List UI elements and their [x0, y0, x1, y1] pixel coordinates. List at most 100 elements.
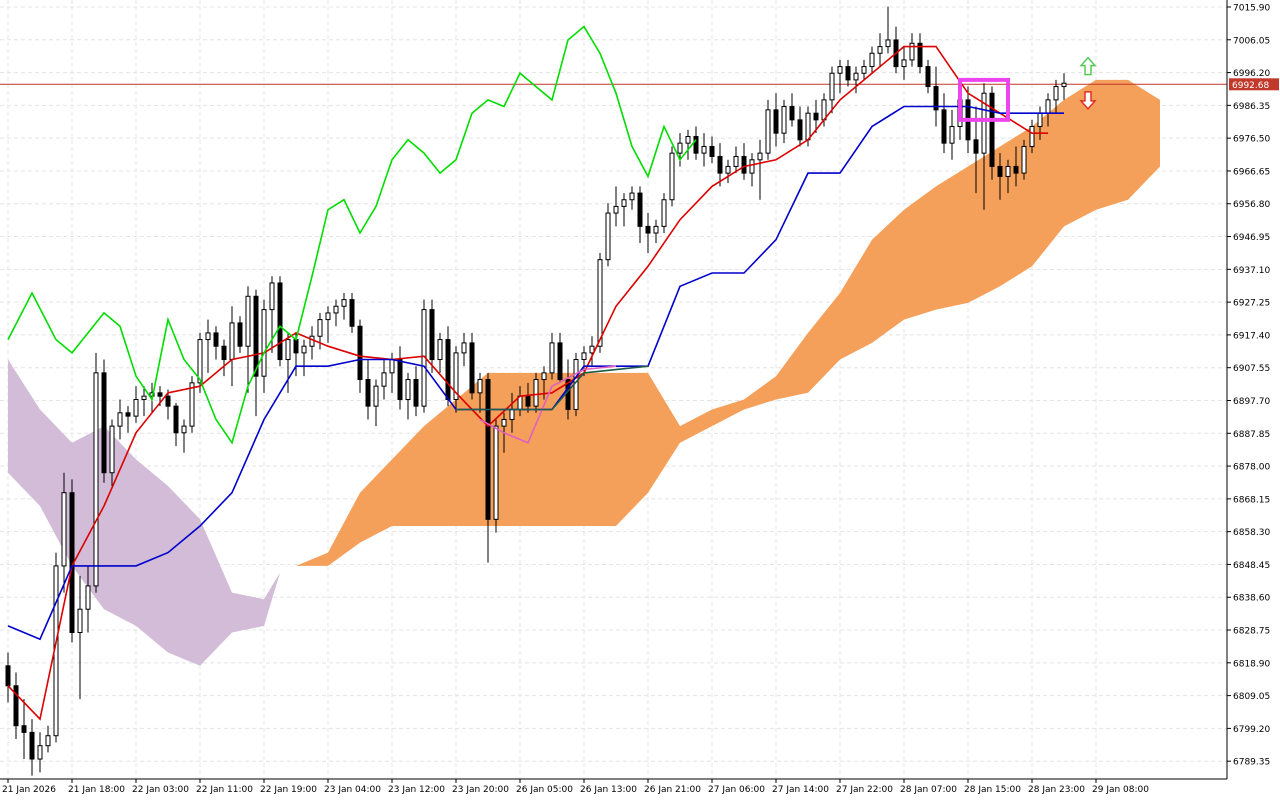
candle-bearish: [413, 379, 419, 407]
candle-bullish: [677, 142, 683, 154]
candle-bullish: [133, 398, 139, 417]
candle-bullish: [85, 585, 91, 610]
candle-bearish: [365, 379, 371, 407]
candle-bullish: [1053, 86, 1059, 101]
candle-bullish: [37, 745, 43, 760]
y-tick-label: 7006.05: [1233, 36, 1270, 46]
candle-bullish: [725, 165, 731, 174]
candle-bullish: [109, 425, 115, 474]
candle-bullish: [533, 379, 539, 407]
candle-bullish: [749, 159, 755, 174]
candle-bearish: [125, 412, 131, 417]
y-tick-label: 6897.70: [1233, 397, 1270, 407]
x-tick-label: 21 Jan 2026: [2, 785, 56, 795]
candle-bullish: [453, 352, 459, 400]
candle-bearish: [157, 392, 163, 397]
candle-bullish: [229, 322, 235, 361]
ichimoku-line-span-a: [479, 365, 617, 444]
candle-bullish: [325, 312, 331, 321]
candle-bullish: [493, 425, 499, 520]
candle-bullish: [1021, 145, 1027, 174]
candle-bearish: [253, 295, 259, 377]
candle-bullish: [669, 152, 675, 201]
candle-bullish: [245, 295, 251, 347]
candle-bullish: [765, 109, 771, 154]
candle-bullish: [549, 342, 555, 374]
ichimoku-cloud-bearish: [8, 359, 280, 666]
y-tick-label: 7015.90: [1233, 3, 1270, 13]
candle-bullish: [317, 319, 323, 337]
candle-bearish: [989, 92, 995, 167]
ichimoku-line-span-b: [456, 365, 649, 411]
candle-bullish: [981, 92, 987, 154]
candle-bearish: [917, 42, 923, 68]
y-tick-label: 6809.05: [1233, 692, 1270, 702]
candle-bullish: [333, 305, 339, 314]
candle-bullish: [269, 282, 275, 311]
candle-bullish: [141, 395, 147, 400]
candle-bearish: [357, 325, 363, 381]
x-tick-label: 29 Jan 08:00: [1092, 785, 1149, 795]
candle-bearish: [997, 165, 1003, 177]
ichimoku-cloud-bullish: [296, 79, 1160, 566]
candle-bearish: [397, 359, 403, 400]
candle-bearish: [645, 225, 651, 234]
x-tick-label: 28 Jan 23:00: [1028, 785, 1085, 795]
x-tick-label: 26 Jan 13:00: [580, 785, 637, 795]
y-tick-label: 6878.00: [1233, 463, 1270, 473]
candle-bearish: [237, 322, 243, 347]
x-tick-label: 27 Jan 22:00: [836, 785, 893, 795]
x-tick-label: 28 Jan 07:00: [900, 785, 957, 795]
y-tick-label: 6848.45: [1233, 561, 1270, 571]
x-tick-label: 21 Jan 18:00: [68, 785, 125, 795]
y-tick-label: 6789.35: [1233, 758, 1270, 768]
candle-bullish: [501, 418, 507, 427]
y-tick-label: 6956.80: [1233, 200, 1270, 210]
candle-bearish: [741, 155, 747, 174]
candle-bullish: [781, 106, 787, 134]
y-tick-label: 6838.60: [1233, 594, 1270, 604]
candle-bullish: [597, 259, 603, 347]
y-tick-label: 6996.20: [1233, 69, 1270, 79]
x-tick-label: 28 Jan 15:00: [964, 785, 1021, 795]
candle-bearish: [709, 145, 715, 157]
candle-bearish: [429, 309, 435, 361]
candle-bullish: [909, 42, 915, 61]
candle-bearish: [973, 139, 979, 154]
y-tick-label: 6828.75: [1233, 627, 1270, 637]
candle-bullish: [1037, 112, 1043, 128]
candle-bullish: [61, 492, 67, 567]
candle-bearish: [469, 342, 475, 394]
candle-bearish: [21, 725, 27, 733]
candle-bullish: [373, 385, 379, 407]
y-tick-label: 6868.15: [1233, 495, 1270, 505]
x-tick-label: 26 Jan 05:00: [516, 785, 573, 795]
y-tick-label: 6907.55: [1233, 364, 1270, 374]
candle-bullish: [389, 359, 395, 374]
candle-bearish: [813, 112, 819, 121]
y-tick-label: 6887.85: [1233, 430, 1270, 440]
candle-bullish: [829, 72, 835, 101]
x-tick-label: 26 Jan 21:00: [644, 785, 701, 795]
current-price-label: 6992.68: [1232, 81, 1269, 91]
candle-bearish: [525, 395, 531, 407]
x-tick-label: 22 Jan 03:00: [132, 785, 189, 795]
candle-bullish: [509, 408, 515, 420]
candle-bullish: [1061, 82, 1067, 88]
candle-bullish: [869, 52, 875, 68]
candle-bearish: [221, 345, 227, 361]
arrow-down-icon: [1079, 91, 1097, 111]
candle-bullish: [285, 339, 291, 361]
candle-bullish: [581, 352, 587, 361]
candle-bullish: [885, 39, 891, 48]
x-tick-label: 22 Jan 11:00: [196, 785, 253, 795]
candle-bullish: [181, 425, 187, 434]
y-tick-label: 6799.20: [1233, 725, 1270, 735]
candle-bullish: [733, 155, 739, 167]
candle-bearish: [445, 339, 451, 400]
candle-bullish: [853, 72, 859, 81]
ichimoku-line-chikou: [7, 25, 697, 445]
candle-bullish: [661, 199, 667, 227]
